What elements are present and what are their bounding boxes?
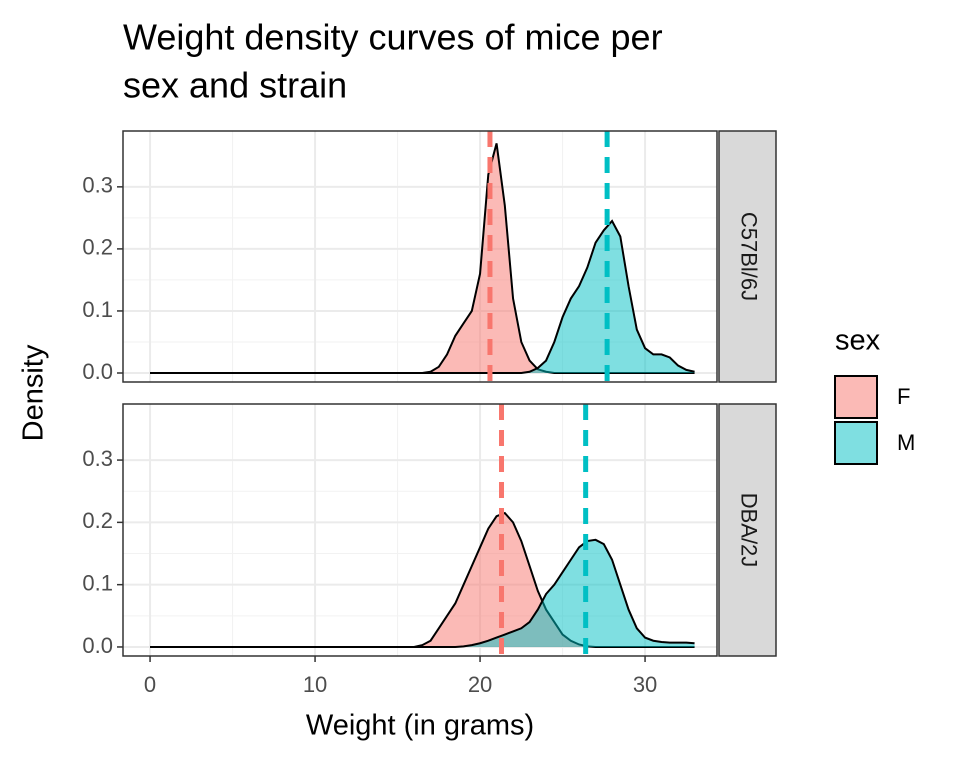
legend-label: M — [897, 430, 915, 455]
y-tick-label: 0.2 — [82, 235, 113, 260]
x-tick-label: 10 — [303, 672, 327, 697]
chart-title: sex and strain — [123, 65, 347, 106]
legend-title: sex — [835, 325, 881, 357]
y-tick-label: 0.2 — [82, 508, 113, 533]
strip-label: C57Bl/6J — [737, 212, 762, 301]
panel-border — [122, 403, 718, 657]
y-tick-label: 0.1 — [82, 570, 113, 595]
panel-border — [122, 130, 718, 383]
legend-label: F — [897, 384, 910, 409]
legend-swatch — [834, 375, 878, 419]
y-tick-label: 0.0 — [82, 633, 113, 658]
density-area — [150, 220, 695, 374]
strip — [718, 403, 777, 657]
y-tick-label: 0.0 — [82, 359, 113, 384]
legend-swatch — [834, 421, 878, 465]
x-tick-label: 30 — [633, 672, 657, 697]
density-line — [150, 219, 695, 375]
chart-title: Weight density curves of mice per — [123, 17, 663, 58]
strip-label: DBA/2J — [737, 493, 762, 568]
density-area — [150, 539, 695, 647]
x-axis-label: Weight (in grams) — [306, 710, 534, 742]
y-axis-label: Density — [18, 344, 50, 441]
x-tick-label: 20 — [468, 672, 492, 697]
y-tick-label: 0.3 — [82, 173, 113, 198]
density-line — [150, 538, 695, 648]
y-tick-label: 0.1 — [82, 297, 113, 322]
x-tick-label: 0 — [144, 672, 156, 697]
y-tick-label: 0.3 — [82, 446, 113, 471]
strip — [718, 130, 777, 383]
